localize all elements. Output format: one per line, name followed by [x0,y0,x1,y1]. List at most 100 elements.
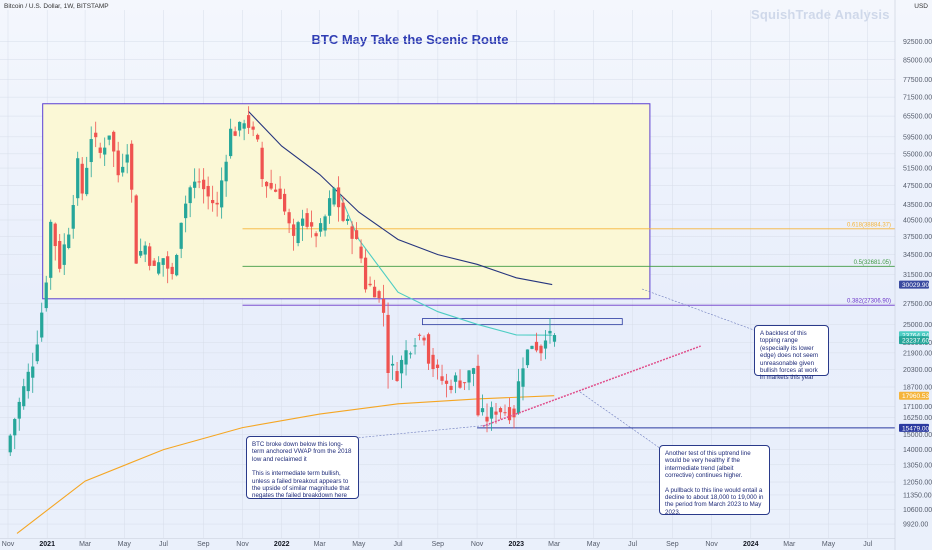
y-tick-label: 16250.00 [903,415,932,422]
candle-body [139,250,143,256]
x-tick-label: Jul [159,541,168,548]
candle-body [224,161,228,182]
candle-body [323,216,327,231]
x-tick-label: 2023 [508,541,524,548]
candle-body [386,314,390,373]
price-tag-label: 23237.60 [902,338,929,345]
currency-label: USD [914,3,928,10]
price-axis[interactable]: 92500.00 85000.00 77500.00 71500.00 65500.00… [894,0,932,550]
candle-body [435,364,440,369]
x-tick-label: Jul [628,541,637,548]
candle-body [287,212,291,224]
candle-body [229,128,233,157]
candle-body [134,195,138,264]
candle-body [332,188,336,205]
candle-body [354,230,359,239]
y-tick-label: 20300.00 [903,367,932,374]
x-tick-label: Nov [705,541,718,548]
y-tick-label: 14000.00 [903,447,932,454]
candle-body [552,335,557,342]
x-tick-label: Nov [236,541,249,548]
y-tick-label: 31500.00 [903,272,932,279]
candle-body [548,330,552,334]
candle-body [525,349,530,366]
candle-body [453,375,458,382]
candle-body [305,213,309,227]
note-vwap-text-1: BTC broke down below this long-term anch… [252,441,352,463]
x-tick-label: 2022 [274,541,290,548]
candle-body [193,181,197,188]
y-tick-label: 17100.00 [903,404,932,411]
y-tick-label: 21900.00 [903,350,932,357]
candle-body [318,223,323,232]
watermark: SquishTrade Analysis [751,7,890,22]
price-tag [899,391,929,400]
candle-body [157,262,161,274]
candle-body [80,163,84,194]
candle-body [422,337,426,341]
x-tick-label: Sep [432,541,445,548]
candle-body [166,256,170,269]
y-tick-label: 12050.00 [903,480,932,487]
candle-body [62,244,66,265]
candle-body [381,298,386,313]
note-connector [641,288,763,334]
y-tick-label: 27500.00 [903,301,932,308]
candle-body [507,407,512,421]
y-tick-label: 25000.00 [903,322,932,329]
candle-body [539,345,543,354]
candle-body [444,380,449,384]
candle-body [341,202,345,221]
trend-lines [482,345,701,427]
candle-body [13,419,17,436]
candle-body [40,312,44,338]
candle-body [233,131,237,136]
candle-body [345,218,350,222]
candle-body [377,291,381,299]
candle-body [512,408,516,418]
note-uptrend-text-2: A pullback to this line would entail a d… [665,486,764,516]
candle-body [291,224,296,236]
y-tick-label: 85000.00 [903,57,932,64]
candle-body [363,257,368,290]
candle-body [206,185,210,197]
vwap-lines [16,110,555,534]
candle-body [404,350,408,365]
candle-body [17,401,21,419]
candle-body [390,363,395,366]
note-backtest[interactable]: A backtest of this topping range (especi… [754,325,829,381]
candle-body [143,245,147,255]
candle-body [49,221,53,278]
y-tick-label: 37500.00 [903,234,932,241]
candle-body [336,187,341,208]
note-backtest-text: A backtest of this topping range (especi… [760,330,819,382]
x-tick-label: May [587,541,601,548]
candle-body [76,158,80,199]
candle-body [256,134,260,140]
candle-body [309,222,314,227]
candle-body [184,203,188,219]
candle-body [413,345,417,347]
note-uptrend[interactable]: Another test of this uptrend line would … [659,445,770,516]
candle-body [238,121,242,131]
candle-body [399,359,404,374]
candle-body [521,368,525,387]
candle-body [498,408,503,413]
uptrend-line [482,345,701,427]
candle-body [202,179,206,190]
note-vwap[interactable]: BTC broke down below this long-term anch… [246,436,359,499]
price-tag [899,423,929,432]
note-connector [579,391,665,452]
candle-body [503,412,507,414]
candle-body [368,283,372,286]
candle-body [296,222,300,244]
candle-body [408,353,413,355]
candle-body [269,182,273,189]
time-axis[interactable]: Nov 2021 Mar May Jul Sep Nov 2022 Mar May Jul Sep No… [0,538,895,549]
y-tick-label: 71500.00 [903,95,932,102]
x-tick-label: Mar [314,541,327,548]
candle-body [395,371,399,381]
candle-body [247,115,251,128]
candle-body [530,345,534,349]
